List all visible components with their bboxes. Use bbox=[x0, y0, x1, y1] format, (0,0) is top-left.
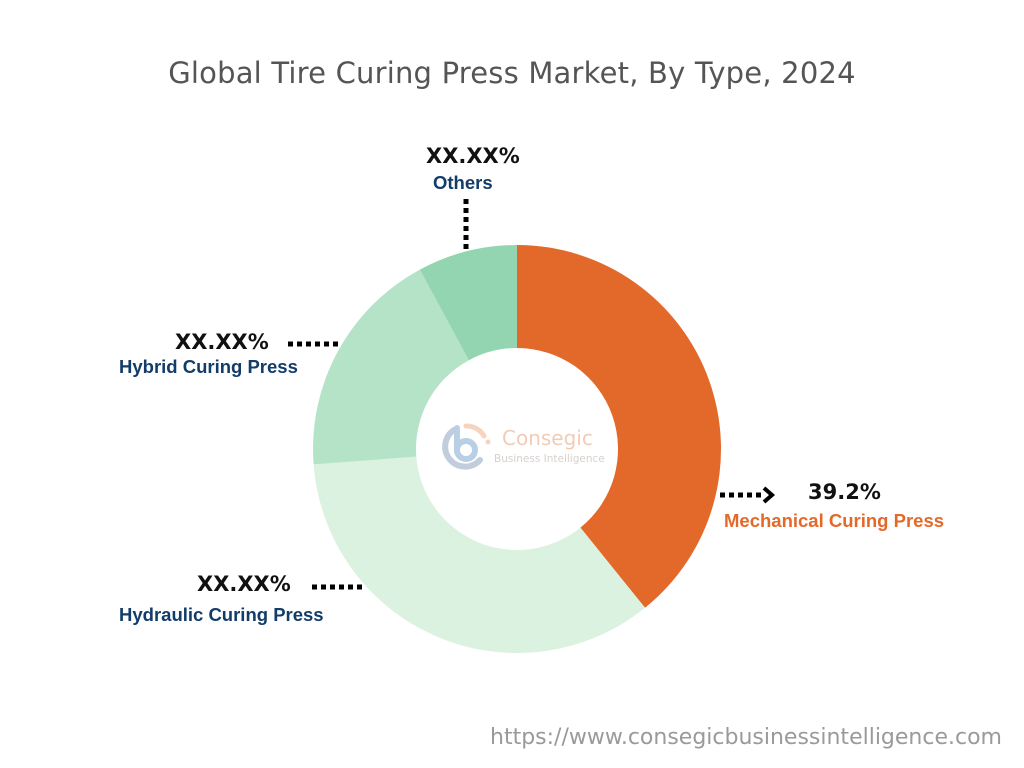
source-url: https://www.consegicbusinessintelligence… bbox=[490, 725, 1002, 750]
donut-slices bbox=[313, 245, 721, 654]
hybrid-value: XX.XX% bbox=[175, 330, 269, 354]
arrow-head-icon bbox=[762, 486, 776, 504]
hydraulic-value: XX.XX% bbox=[197, 572, 291, 596]
mechanical-label: Mechanical Curing Press bbox=[724, 510, 945, 531]
hybrid-label: Hybrid Curing Press bbox=[119, 356, 298, 377]
slice-hydraulic-curing-press bbox=[313, 456, 646, 654]
others-label: Others bbox=[433, 172, 493, 193]
chart-title: Global Tire Curing Press Market, By Type… bbox=[168, 56, 856, 90]
hydraulic-label: Hydraulic Curing Press bbox=[119, 604, 324, 625]
mechanical-value: 39.2% bbox=[808, 480, 881, 504]
logo-brand: Consegic bbox=[502, 426, 593, 450]
logo-mark-icon bbox=[442, 423, 491, 470]
slice-others bbox=[419, 245, 517, 361]
others-value: XX.XX% bbox=[426, 144, 520, 168]
consegic-logo: Consegic Business Intelligence bbox=[440, 420, 610, 470]
logo-subtitle: Business Intelligence bbox=[494, 453, 605, 465]
slice-hybrid-curing-press bbox=[313, 269, 469, 465]
slice-mechanical-curing-press bbox=[517, 245, 721, 608]
